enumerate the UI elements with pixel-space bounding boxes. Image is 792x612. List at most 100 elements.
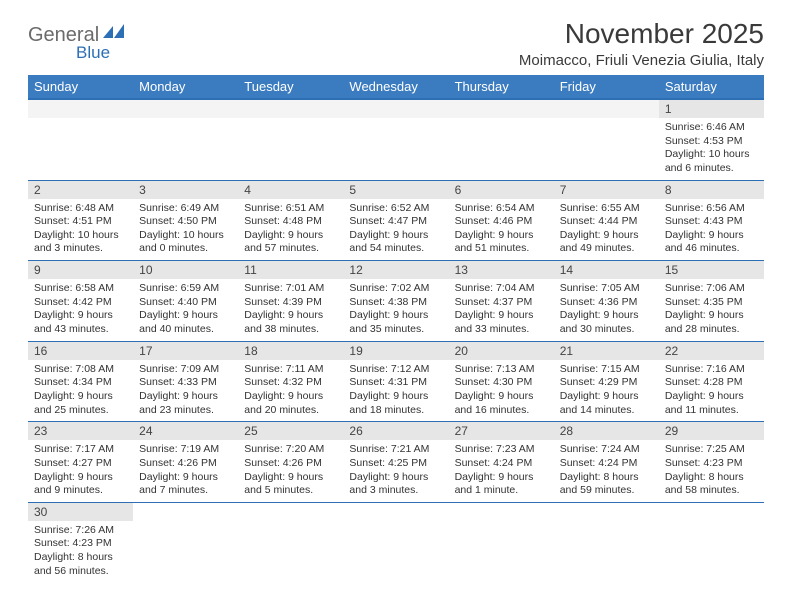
calendar-cell bbox=[659, 502, 764, 582]
calendar-cell bbox=[554, 99, 659, 180]
calendar-cell: 2Sunrise: 6:48 AMSunset: 4:51 PMDaylight… bbox=[28, 180, 133, 261]
day-number: 26 bbox=[343, 422, 448, 440]
day-content: Sunrise: 7:24 AMSunset: 4:24 PMDaylight:… bbox=[554, 440, 659, 502]
day-number: 10 bbox=[133, 261, 238, 279]
calendar-cell: 24Sunrise: 7:19 AMSunset: 4:26 PMDayligh… bbox=[133, 422, 238, 503]
day-content: Sunrise: 7:04 AMSunset: 4:37 PMDaylight:… bbox=[449, 279, 554, 341]
day-number: 3 bbox=[133, 181, 238, 199]
calendar-cell: 27Sunrise: 7:23 AMSunset: 4:24 PMDayligh… bbox=[449, 422, 554, 503]
header: General November 2025 Moimacco, Friuli V… bbox=[28, 18, 764, 69]
day-number: 19 bbox=[343, 342, 448, 360]
day-content: Sunrise: 7:25 AMSunset: 4:23 PMDaylight:… bbox=[659, 440, 764, 502]
day-content: Sunrise: 7:21 AMSunset: 4:25 PMDaylight:… bbox=[343, 440, 448, 502]
day-content: Sunrise: 6:56 AMSunset: 4:43 PMDaylight:… bbox=[659, 199, 764, 261]
day-content: Sunrise: 7:20 AMSunset: 4:26 PMDaylight:… bbox=[238, 440, 343, 502]
day-number: 27 bbox=[449, 422, 554, 440]
day-number: 28 bbox=[554, 422, 659, 440]
day-number: 20 bbox=[449, 342, 554, 360]
col-sunday: Sunday bbox=[28, 75, 133, 99]
calendar-cell: 18Sunrise: 7:11 AMSunset: 4:32 PMDayligh… bbox=[238, 341, 343, 422]
day-content: Sunrise: 6:59 AMSunset: 4:40 PMDaylight:… bbox=[133, 279, 238, 341]
calendar-cell bbox=[554, 502, 659, 582]
col-friday: Friday bbox=[554, 75, 659, 99]
calendar-cell bbox=[238, 502, 343, 582]
day-number: 24 bbox=[133, 422, 238, 440]
calendar-cell: 5Sunrise: 6:52 AMSunset: 4:47 PMDaylight… bbox=[343, 180, 448, 261]
calendar-cell bbox=[133, 502, 238, 582]
day-content: Sunrise: 6:58 AMSunset: 4:42 PMDaylight:… bbox=[28, 279, 133, 341]
calendar-cell: 16Sunrise: 7:08 AMSunset: 4:34 PMDayligh… bbox=[28, 341, 133, 422]
day-number: 21 bbox=[554, 342, 659, 360]
calendar-cell: 28Sunrise: 7:24 AMSunset: 4:24 PMDayligh… bbox=[554, 422, 659, 503]
empty-day bbox=[238, 100, 343, 118]
calendar-row: 1Sunrise: 6:46 AMSunset: 4:53 PMDaylight… bbox=[28, 99, 764, 180]
calendar-cell: 6Sunrise: 6:54 AMSunset: 4:46 PMDaylight… bbox=[449, 180, 554, 261]
calendar-cell: 21Sunrise: 7:15 AMSunset: 4:29 PMDayligh… bbox=[554, 341, 659, 422]
logo-subtext: Blue bbox=[28, 44, 110, 63]
calendar-table: Sunday Monday Tuesday Wednesday Thursday… bbox=[28, 75, 764, 582]
calendar-cell: 7Sunrise: 6:55 AMSunset: 4:44 PMDaylight… bbox=[554, 180, 659, 261]
day-content: Sunrise: 7:17 AMSunset: 4:27 PMDaylight:… bbox=[28, 440, 133, 502]
day-number: 2 bbox=[28, 181, 133, 199]
calendar-cell bbox=[133, 99, 238, 180]
day-content: Sunrise: 7:15 AMSunset: 4:29 PMDaylight:… bbox=[554, 360, 659, 422]
calendar-cell: 23Sunrise: 7:17 AMSunset: 4:27 PMDayligh… bbox=[28, 422, 133, 503]
calendar-cell: 12Sunrise: 7:02 AMSunset: 4:38 PMDayligh… bbox=[343, 261, 448, 342]
logo: General bbox=[28, 18, 127, 45]
day-number: 14 bbox=[554, 261, 659, 279]
location: Moimacco, Friuli Venezia Giulia, Italy bbox=[519, 52, 764, 69]
calendar-cell: 30Sunrise: 7:26 AMSunset: 4:23 PMDayligh… bbox=[28, 502, 133, 582]
calendar-cell bbox=[449, 99, 554, 180]
empty-day bbox=[554, 100, 659, 118]
calendar-cell: 22Sunrise: 7:16 AMSunset: 4:28 PMDayligh… bbox=[659, 341, 764, 422]
calendar-row: 9Sunrise: 6:58 AMSunset: 4:42 PMDaylight… bbox=[28, 261, 764, 342]
calendar-cell bbox=[343, 502, 448, 582]
day-content: Sunrise: 7:11 AMSunset: 4:32 PMDaylight:… bbox=[238, 360, 343, 422]
calendar-cell: 15Sunrise: 7:06 AMSunset: 4:35 PMDayligh… bbox=[659, 261, 764, 342]
calendar-cell bbox=[343, 99, 448, 180]
col-monday: Monday bbox=[133, 75, 238, 99]
day-content: Sunrise: 7:01 AMSunset: 4:39 PMDaylight:… bbox=[238, 279, 343, 341]
day-number: 12 bbox=[343, 261, 448, 279]
day-content: Sunrise: 6:48 AMSunset: 4:51 PMDaylight:… bbox=[28, 199, 133, 261]
day-content: Sunrise: 7:23 AMSunset: 4:24 PMDaylight:… bbox=[449, 440, 554, 502]
calendar-cell: 26Sunrise: 7:21 AMSunset: 4:25 PMDayligh… bbox=[343, 422, 448, 503]
logo-text-general: General bbox=[28, 25, 99, 45]
day-number: 11 bbox=[238, 261, 343, 279]
day-content: Sunrise: 6:54 AMSunset: 4:46 PMDaylight:… bbox=[449, 199, 554, 261]
weekday-header-row: Sunday Monday Tuesday Wednesday Thursday… bbox=[28, 75, 764, 99]
calendar-cell: 1Sunrise: 6:46 AMSunset: 4:53 PMDaylight… bbox=[659, 99, 764, 180]
calendar-cell: 29Sunrise: 7:25 AMSunset: 4:23 PMDayligh… bbox=[659, 422, 764, 503]
day-number: 5 bbox=[343, 181, 448, 199]
day-number: 22 bbox=[659, 342, 764, 360]
calendar-cell bbox=[28, 99, 133, 180]
day-content: Sunrise: 7:08 AMSunset: 4:34 PMDaylight:… bbox=[28, 360, 133, 422]
calendar-cell: 8Sunrise: 6:56 AMSunset: 4:43 PMDaylight… bbox=[659, 180, 764, 261]
calendar-cell: 20Sunrise: 7:13 AMSunset: 4:30 PMDayligh… bbox=[449, 341, 554, 422]
day-content: Sunrise: 6:52 AMSunset: 4:47 PMDaylight:… bbox=[343, 199, 448, 261]
day-content: Sunrise: 6:55 AMSunset: 4:44 PMDaylight:… bbox=[554, 199, 659, 261]
day-number: 23 bbox=[28, 422, 133, 440]
col-saturday: Saturday bbox=[659, 75, 764, 99]
day-number: 8 bbox=[659, 181, 764, 199]
day-content: Sunrise: 7:26 AMSunset: 4:23 PMDaylight:… bbox=[28, 521, 133, 583]
day-number: 29 bbox=[659, 422, 764, 440]
day-number: 6 bbox=[449, 181, 554, 199]
calendar-cell: 14Sunrise: 7:05 AMSunset: 4:36 PMDayligh… bbox=[554, 261, 659, 342]
calendar-cell: 13Sunrise: 7:04 AMSunset: 4:37 PMDayligh… bbox=[449, 261, 554, 342]
calendar-row: 2Sunrise: 6:48 AMSunset: 4:51 PMDaylight… bbox=[28, 180, 764, 261]
day-number: 7 bbox=[554, 181, 659, 199]
day-number: 4 bbox=[238, 181, 343, 199]
col-tuesday: Tuesday bbox=[238, 75, 343, 99]
calendar-cell: 19Sunrise: 7:12 AMSunset: 4:31 PMDayligh… bbox=[343, 341, 448, 422]
day-number: 1 bbox=[659, 100, 764, 118]
day-content: Sunrise: 7:13 AMSunset: 4:30 PMDaylight:… bbox=[449, 360, 554, 422]
day-content: Sunrise: 7:09 AMSunset: 4:33 PMDaylight:… bbox=[133, 360, 238, 422]
calendar-cell: 4Sunrise: 6:51 AMSunset: 4:48 PMDaylight… bbox=[238, 180, 343, 261]
day-number: 30 bbox=[28, 503, 133, 521]
col-thursday: Thursday bbox=[449, 75, 554, 99]
empty-day bbox=[133, 100, 238, 118]
calendar-cell: 3Sunrise: 6:49 AMSunset: 4:50 PMDaylight… bbox=[133, 180, 238, 261]
calendar-cell bbox=[449, 502, 554, 582]
calendar-row: 16Sunrise: 7:08 AMSunset: 4:34 PMDayligh… bbox=[28, 341, 764, 422]
